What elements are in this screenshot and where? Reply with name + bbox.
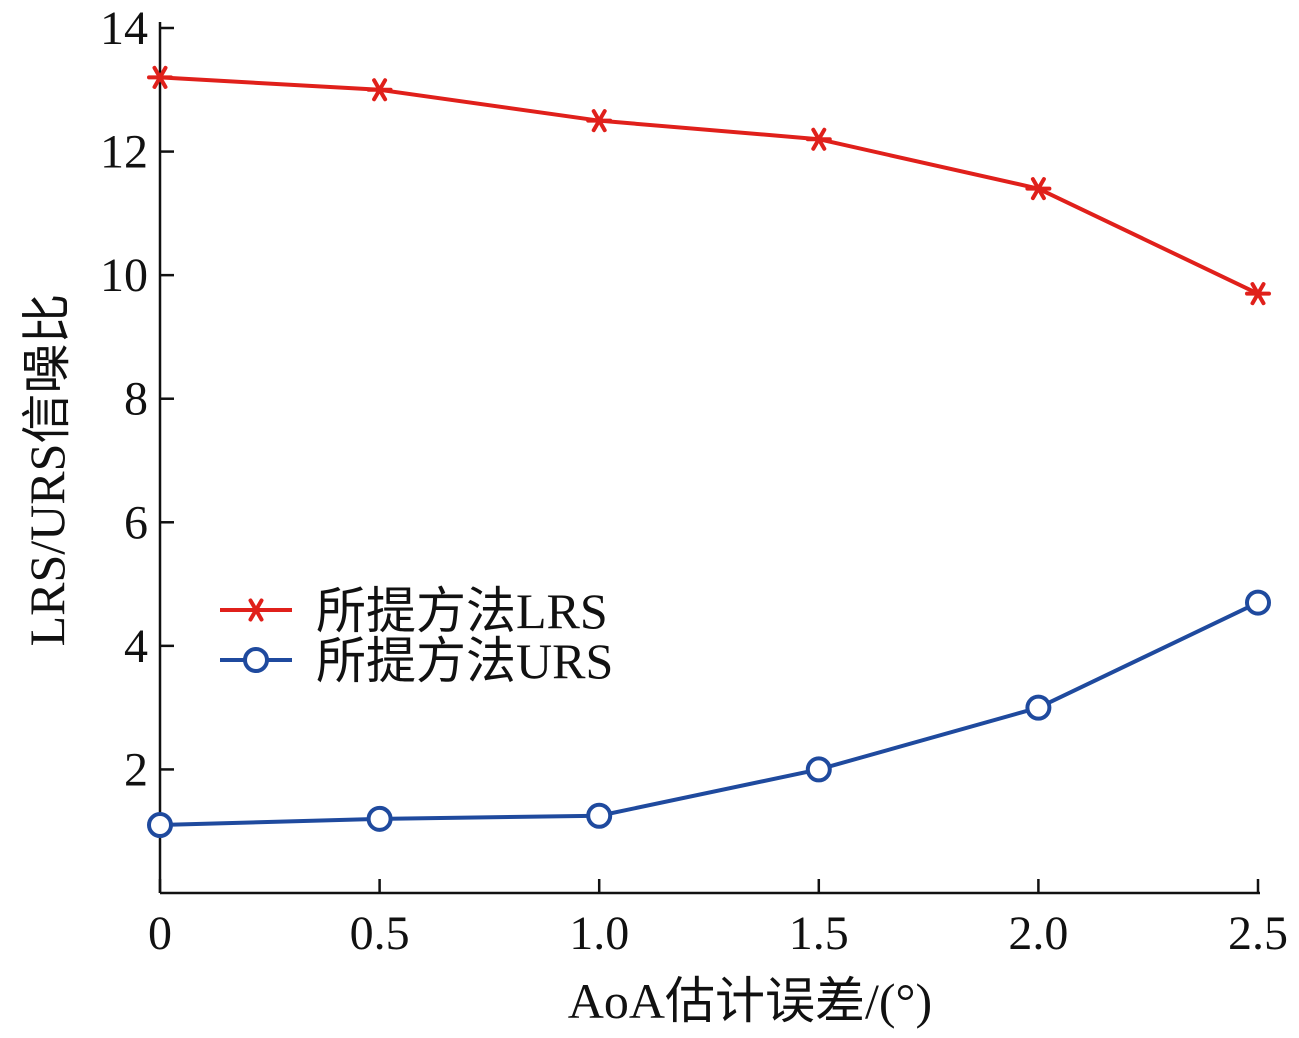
asterisk-marker	[366, 78, 393, 102]
x-tick-label: 2.5	[1228, 907, 1288, 960]
y-tick-label: 4	[124, 620, 148, 673]
legend-marker	[243, 647, 269, 673]
circle-marker	[1245, 589, 1271, 616]
y-tick-label: 10	[100, 249, 148, 302]
asterisk-marker	[1245, 282, 1271, 306]
legend-label: 所提方法URS	[316, 633, 613, 689]
asterisk-marker	[805, 127, 832, 151]
asterisk-stroke	[152, 65, 168, 89]
y-tick-label: 14	[100, 2, 148, 55]
legend-marker	[243, 598, 269, 622]
asterisk-stroke	[1030, 177, 1046, 201]
series-1	[147, 65, 1271, 306]
asterisk-stroke	[811, 127, 827, 151]
series-line	[159, 600, 1259, 828]
axes	[158, 22, 1260, 895]
series-layer	[147, 65, 1271, 839]
x-tick-label: 1.5	[789, 907, 849, 960]
x-tick-label: 1.0	[569, 907, 629, 960]
asterisk-stroke	[372, 78, 388, 102]
y-tick-label: 2	[124, 743, 148, 796]
circle-marker	[586, 802, 613, 829]
asterisk-stroke	[248, 598, 264, 622]
x-axis-title: AoA估计误差/(°)	[568, 973, 932, 1029]
y-tick-label: 6	[124, 496, 148, 549]
circle-marker	[366, 805, 393, 832]
asterisk-marker	[1025, 177, 1052, 201]
asterisk-marker	[586, 109, 613, 133]
x-tick-label: 2.0	[1008, 907, 1068, 960]
y-tick-label: 8	[124, 373, 148, 426]
ticks: 2 4 6 8 10 12 14 0 0.5 1.0 1.5 2.0 2.5	[100, 2, 1288, 960]
series-line	[159, 75, 1259, 296]
legend-item: 所提方法URS	[220, 633, 613, 689]
asterisk-marker	[147, 65, 173, 89]
circle-marker	[147, 812, 173, 839]
asterisk-stroke	[591, 109, 607, 133]
y-tick-label: 12	[100, 126, 148, 179]
x-tick-label: 0	[148, 907, 172, 960]
legend-item: 所提方法LRS	[220, 583, 608, 639]
circle-marker	[1025, 694, 1052, 721]
x-tick-label: 0.5	[350, 907, 410, 960]
series-2	[147, 589, 1271, 839]
legend-label: 所提方法LRS	[316, 583, 608, 639]
y-axis-title: LRS/URS信噪比	[19, 294, 75, 647]
circle-marker	[805, 756, 832, 783]
asterisk-stroke	[1250, 282, 1266, 306]
